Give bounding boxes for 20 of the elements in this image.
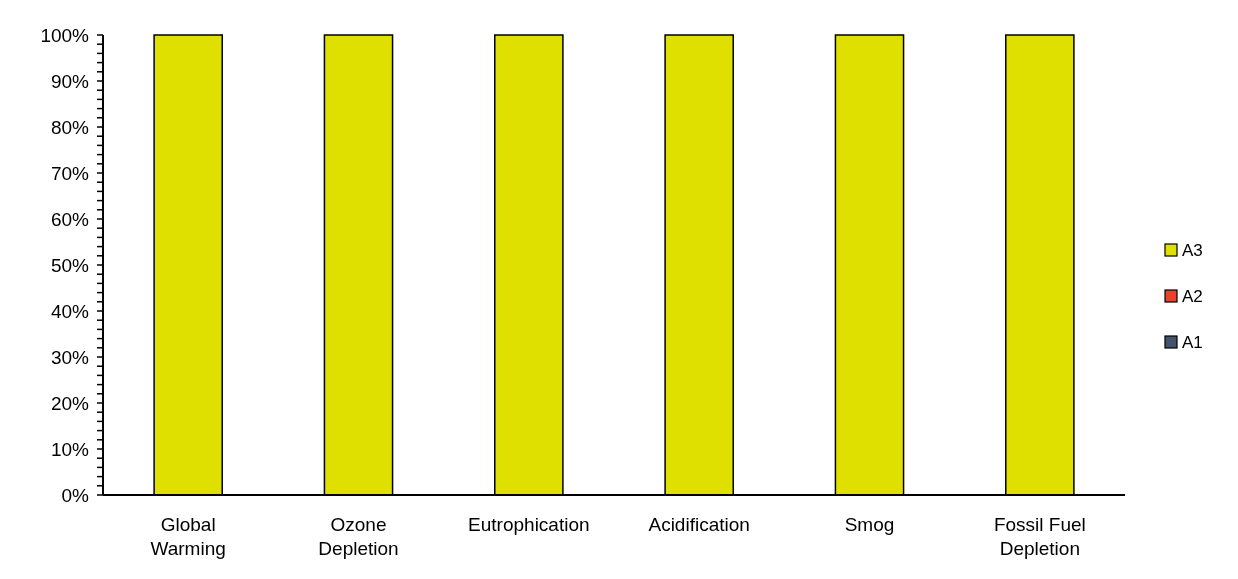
legend-label: A2 [1182,286,1203,306]
y-tick-label: 0% [61,484,90,506]
legend-label: A3 [1182,240,1203,260]
y-tick-label: 100% [40,24,90,46]
x-tick-label: Smog [844,514,895,535]
y-tick-label: 50% [50,254,90,276]
y-tick-label: 60% [50,208,90,230]
legend-label: A1 [1182,332,1203,352]
x-tick-label: Ozone Depletion [318,514,399,559]
y-tick-label: 80% [50,116,90,138]
y-tick-label: 30% [50,346,90,368]
x-tick-label: Fossil Fuel Depletion [993,514,1086,559]
x-tick-label: Eutrophication [468,514,590,535]
x-tick-label: Acidification [648,514,750,535]
y-tick-label: 40% [50,300,90,322]
x-tick-label: Global Warming [150,514,226,559]
y-tick-label: 90% [50,70,90,92]
y-tick-label: 70% [50,162,90,184]
y-tick-label: 10% [50,438,90,460]
y-tick-label: 20% [50,392,90,414]
